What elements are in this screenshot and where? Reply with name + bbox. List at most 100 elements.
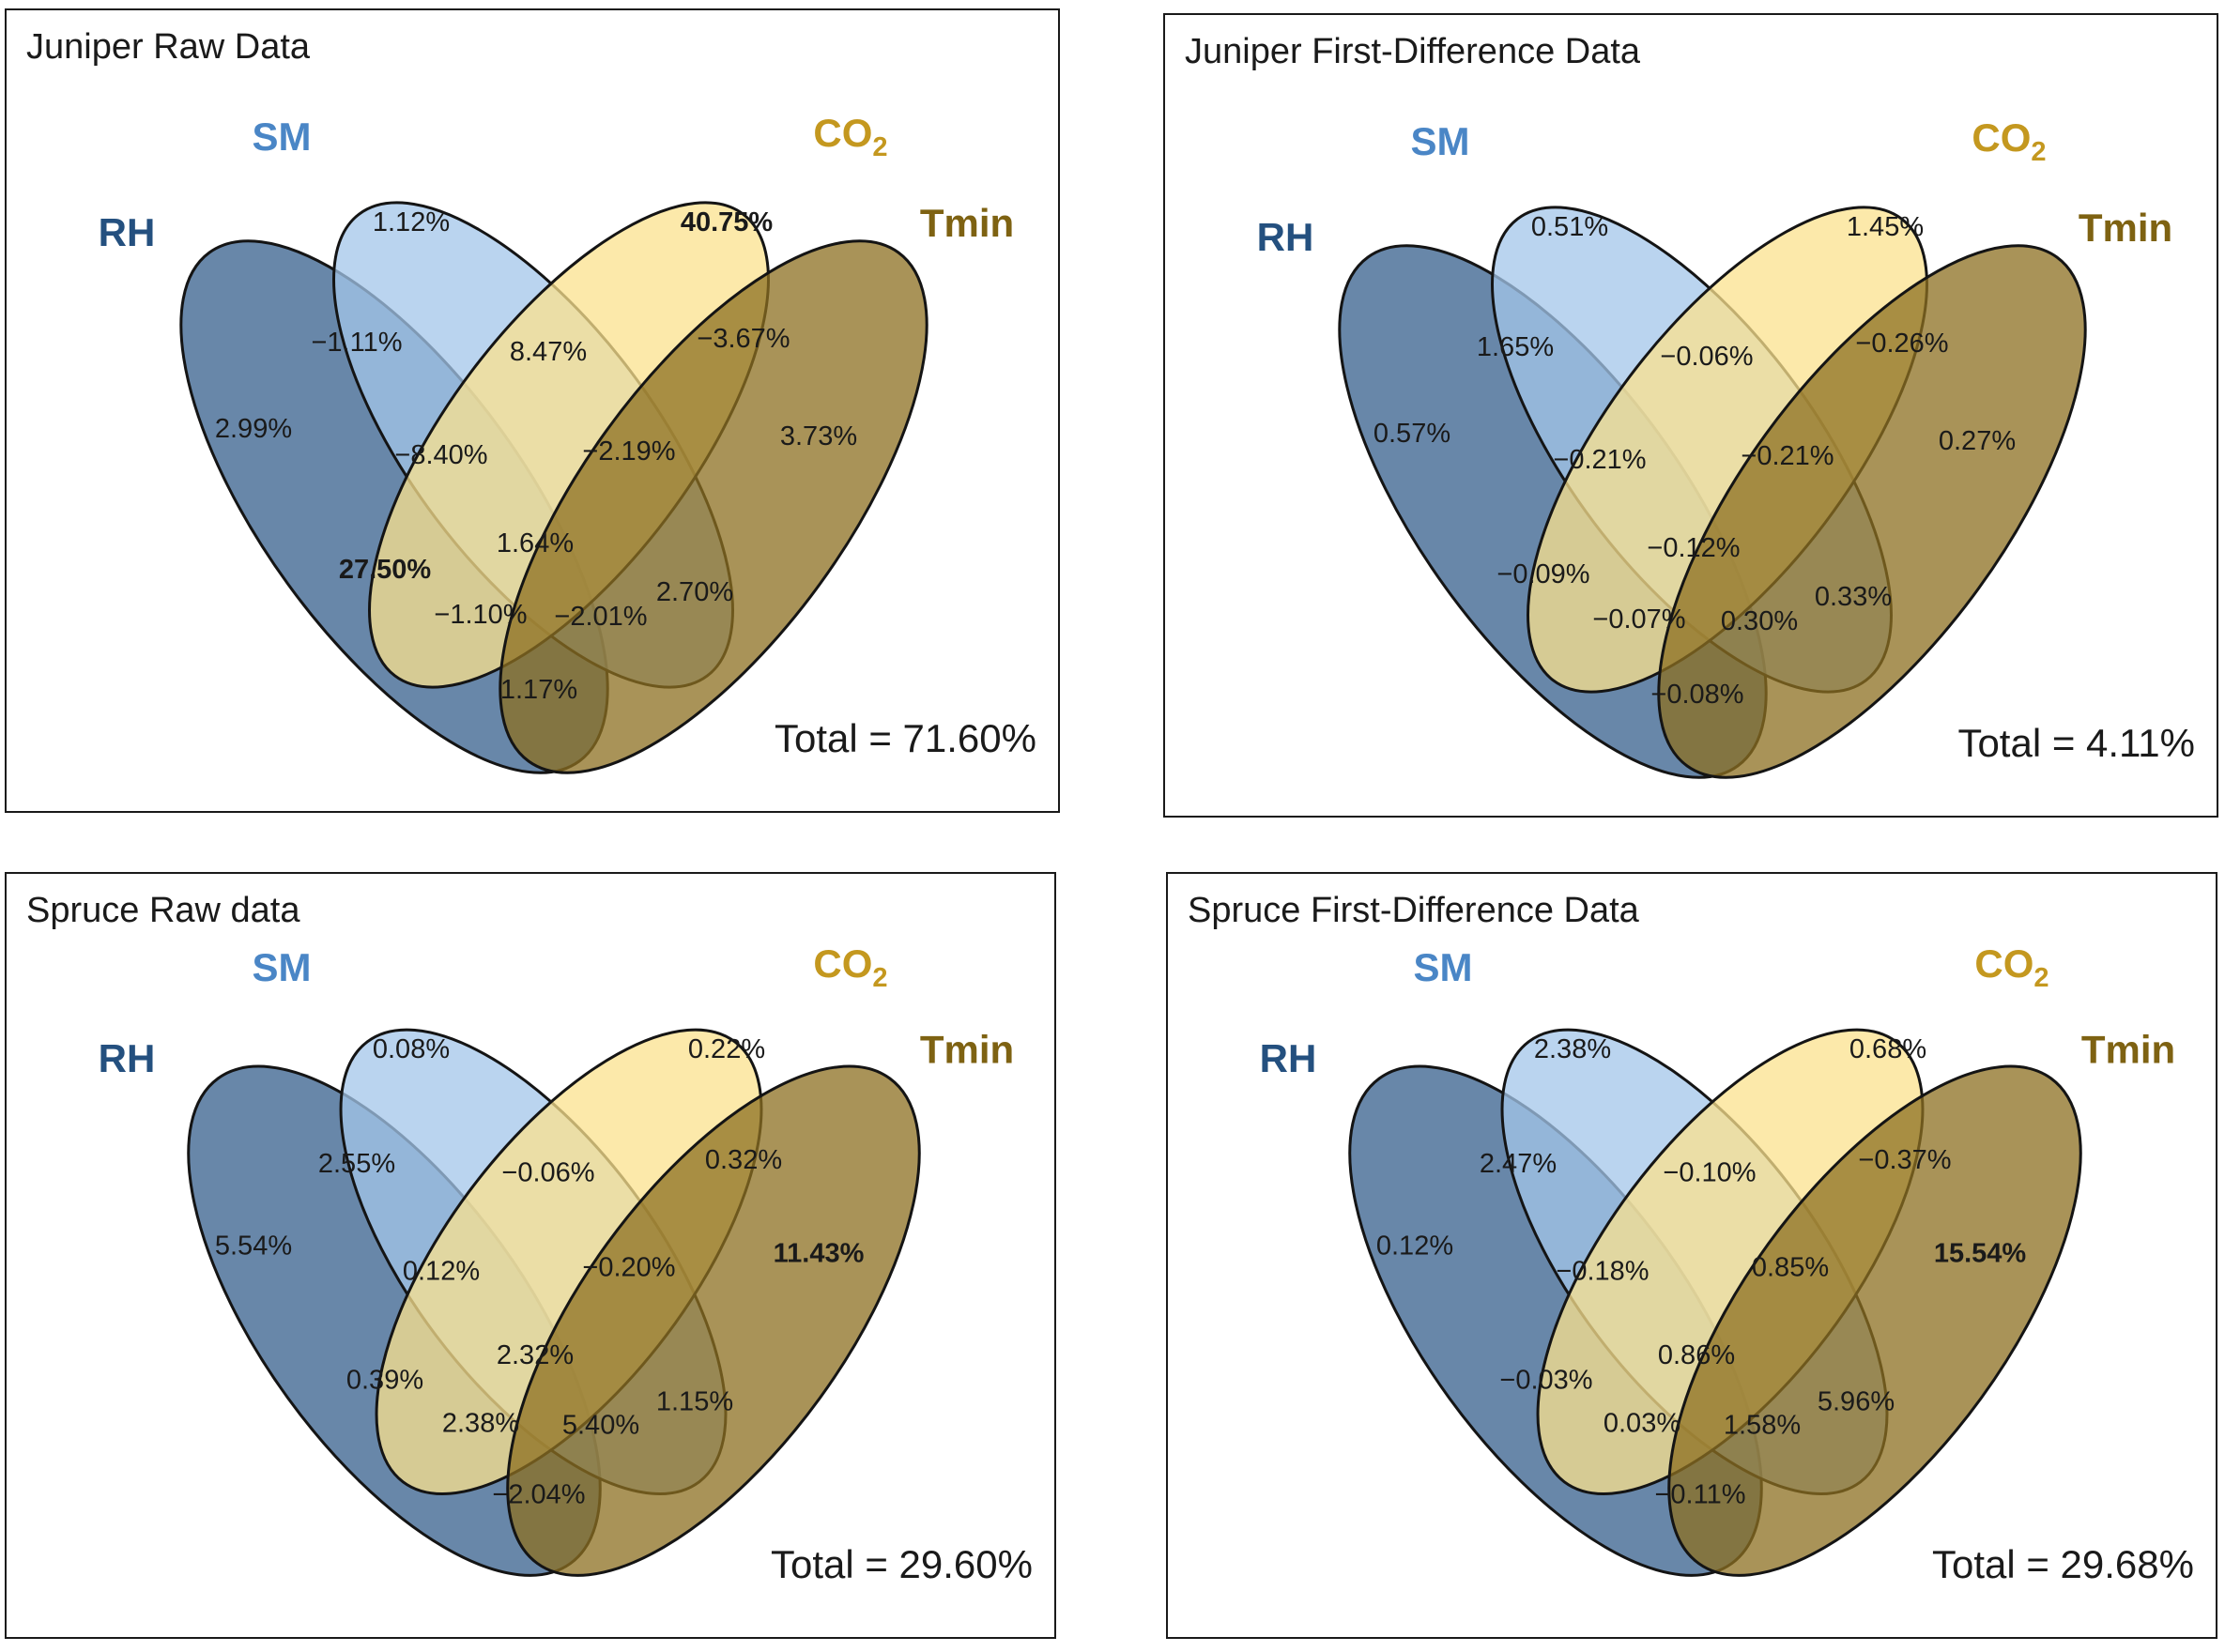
region-value: −3.67% [697,324,790,354]
label-sm: SM [1414,945,1473,989]
region-value: 0.32% [705,1145,782,1175]
label-rh: RH [99,1036,156,1080]
region-value: 1.45% [1847,212,1924,242]
label-rh: RH [99,210,156,254]
region-value: −1.11% [311,328,402,358]
region-values: 2.38% 0.68% 2.47% −0.10% −0.37% 0.12% 15.54% −0… [1376,1034,2027,1510]
region-value: −0.07% [1592,604,1685,635]
region-value: 0.39% [346,1366,423,1396]
label-tmin: Tmin [920,1028,1014,1072]
panel-title: Juniper First-Difference Data [1185,32,1641,71]
region-value: 1.65% [1477,332,1554,362]
panel-spruce-first-difference: Spruce First-Difference DataRHSMTminCO22… [1166,872,2217,1639]
region-value: 1.15% [656,1387,733,1417]
label-co2-sub: 2 [2033,963,2049,993]
total-value: Total = 4.11% [1957,721,2195,765]
label-co2: CO2 [813,941,887,993]
region-value: 1.17% [500,675,577,705]
label-co2-main: CO [813,111,872,155]
region-value: 2.38% [442,1408,519,1438]
region-value: −0.37% [1858,1145,1951,1175]
region-value: 0.33% [1815,582,1892,612]
region-values: 0.22% 0.08% 2.55% −0.06% 0.32% 5.54% 11.43% 0.1… [215,1034,865,1510]
panel-juniper-raw: Juniper Raw Data RH SM Tmin CO2 1.12% 40.75% −1… [5,8,1060,813]
region-value: −0.06% [501,1158,594,1188]
region-value: 2.47% [1480,1149,1557,1179]
region-value: −0.11% [1654,1480,1745,1510]
region-value: −2.19% [582,436,675,467]
region-value: 0.12% [1376,1231,1453,1262]
panel-spruce-raw: Spruce Raw data RH SM Tmin CO2 0.22% 0.08% 2.55… [5,872,1056,1639]
region-values: 1.12% 40.75% −1.11% 8.47% −3.67% 2.99% 3.73% −8… [215,207,857,705]
total-value: Total = 29.68% [1932,1542,2194,1586]
region-value: 0.27% [1939,426,2016,456]
ellipse-tmin [499,239,928,774]
region-value: −0.10% [1663,1158,1756,1188]
region-value: 1.12% [373,207,450,237]
label-co2: CO2 [1974,941,2049,993]
region-value: −1.10% [434,600,527,630]
label-rh: RH [1260,1036,1317,1080]
region-value: −0.03% [1499,1366,1592,1396]
region-value: −8.40% [394,440,487,470]
venn-ellipses [1348,1028,2082,1577]
panel-title: Juniper Raw Data [26,27,311,67]
region-value: 0.30% [1721,606,1798,636]
region-value: 5.40% [562,1410,639,1440]
region-value: 8.47% [510,337,587,367]
label-tmin: Tmin [2079,206,2172,250]
region-value: 2.32% [497,1340,574,1370]
region-value: 2.70% [656,577,733,607]
ellipse-tmin [506,1064,921,1577]
label-co2-sub: 2 [2031,137,2046,167]
region-value: −2.01% [554,602,647,632]
region-value: −0.18% [1556,1256,1649,1286]
region-value: 5.54% [215,1231,292,1262]
region-value: 2.38% [1534,1034,1611,1064]
label-co2-main: CO [813,941,872,986]
label-sm: SM [253,945,312,989]
region-value: −0.26% [1855,329,1948,359]
region-value: 0.86% [1658,1340,1735,1370]
label-sm: SM [253,115,312,159]
panel-juniper-first-difference: Juniper First-Difference Data RH SM Tmin CO2… [1163,13,2218,818]
region-value: 1.64% [497,528,574,558]
region-value: −0.06% [1660,342,1753,372]
venn-ellipses [179,201,928,774]
region-value: 2.55% [318,1149,395,1179]
region-value: 0.85% [1752,1253,1829,1283]
region-value: 5.96% [1818,1387,1895,1417]
region-value: 0.03% [1604,1408,1680,1438]
label-sm: SM [1411,119,1470,163]
label-co2: CO2 [813,111,887,162]
label-tmin: Tmin [2081,1028,2175,1072]
region-value: −0.21% [1741,441,1834,471]
region-value: −0.12% [1647,533,1740,563]
region-value: 11.43% [774,1238,865,1268]
total-value: Total = 71.60% [775,716,1036,760]
region-value: 0.57% [1373,419,1450,449]
label-co2-sub: 2 [872,963,887,993]
region-value: 0.12% [403,1256,480,1286]
region-value: 2.99% [215,414,292,444]
region-value: 1.58% [1724,1410,1801,1440]
label-co2-main: CO [1974,941,2033,986]
ellipse-tmin [1657,244,2087,779]
venn-ellipses [1338,206,2087,779]
region-value: −0.09% [1496,559,1589,589]
region-value: 40.75% [681,207,774,237]
region-values: 0.51% 1.45% 1.65% −0.06% −0.26% 0.57% 0.27% −0.… [1373,212,2016,710]
venn-ellipses [187,1028,921,1577]
label-co2-sub: 2 [872,132,887,162]
region-value: 0.22% [688,1034,765,1064]
ellipse-tmin [1667,1064,2082,1577]
panel-title: Spruce Raw data [26,891,300,930]
region-value: 0.08% [373,1034,450,1064]
region-value: 15.54% [1934,1238,2027,1268]
label-rh: RH [1257,215,1314,259]
region-value: −0.20% [582,1253,675,1283]
region-value: 0.68% [1849,1034,1926,1064]
label-co2: CO2 [1972,115,2046,167]
region-value: 0.51% [1531,212,1608,242]
